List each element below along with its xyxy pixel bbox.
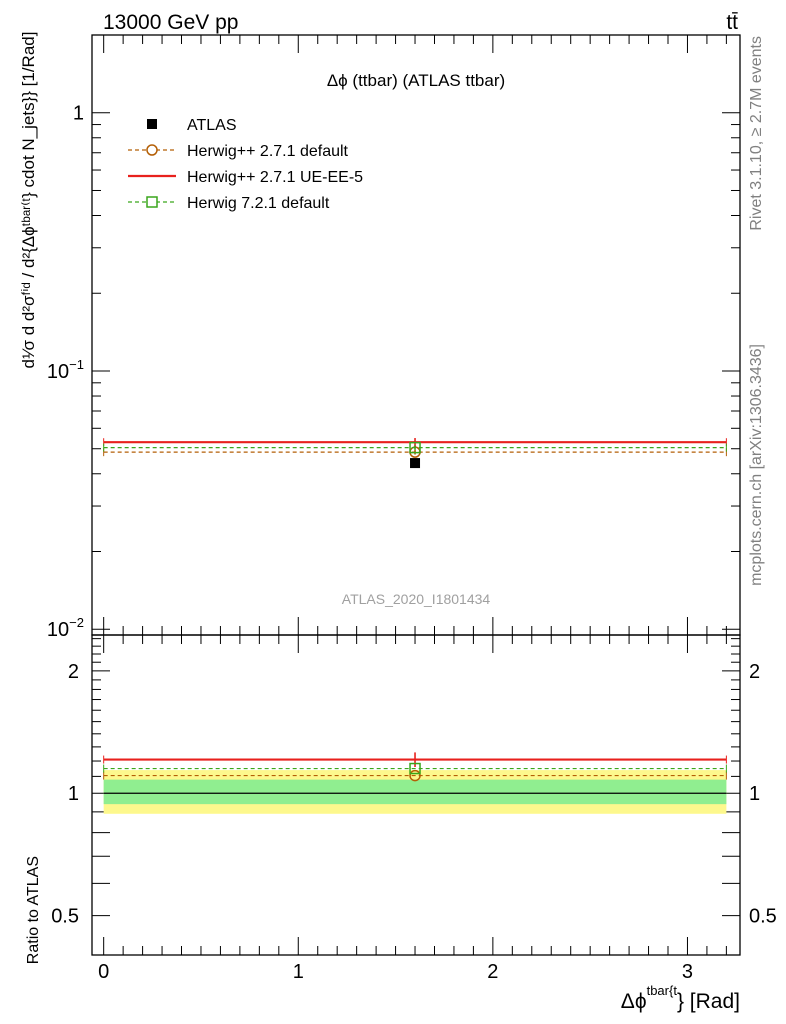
energy-label: 13000 GeV pp xyxy=(103,11,238,34)
ratio-y-tick-label-left: 0.5 xyxy=(51,906,79,928)
site-label: mcplots.cern.ch [arXiv:1306.3436] xyxy=(748,344,765,586)
x-tick-label: 0 xyxy=(98,961,109,983)
legend-label: Herwig 7.2.1 default xyxy=(187,195,330,212)
legend-marker-atlas xyxy=(147,119,157,129)
ratio-marker-circle xyxy=(409,769,421,782)
main-marker-atlas xyxy=(410,458,421,469)
ratio-y-tick-label-right: 2 xyxy=(749,661,760,683)
ratio-y-axis-title: Ratio to ATLAS xyxy=(25,856,42,964)
main-y-axis-title-text: d¹⁄σ d d²σᶠⁱᵈ / d²{Δϕᵗᵇᵃʳ⁽ᵗ} cdot N_jets… xyxy=(19,32,38,369)
uncertainty-bands xyxy=(103,770,727,814)
main-y-tick-label-exp: −2 xyxy=(69,615,84,630)
ratio-marker-square xyxy=(409,762,421,775)
main-y-tick-label-base: 1 xyxy=(73,103,84,125)
main-marker-square xyxy=(409,441,421,454)
main-y-tick-label-base: 10 xyxy=(47,361,69,383)
ratio-y-tick-label-right: 0.5 xyxy=(749,906,777,928)
series-layer xyxy=(103,438,727,782)
x-axis-title: Δϕtbar{t} [Rad] xyxy=(621,983,740,1013)
main-y-tick-label: 1 xyxy=(73,103,84,125)
ratio-y-tick-label-left: 2 xyxy=(68,661,79,683)
ratio-band-stat xyxy=(103,779,727,805)
tick-labels: 110−110−22 21 10.5 0.50 1 2 3 xyxy=(47,103,777,983)
legend-marker-square xyxy=(146,196,158,208)
main-y-tick-label-base: 10 xyxy=(47,619,69,641)
main-y-tick-label: 10−1 xyxy=(47,357,84,383)
x-tick-label: 3 xyxy=(682,961,693,983)
process-label: tt̄ xyxy=(726,11,738,34)
ratio-panel-frame xyxy=(91,634,741,956)
main-y-tick-label-exp: −1 xyxy=(69,357,84,372)
analysis-id: ATLAS_2020_I1801434 xyxy=(342,591,491,607)
legend-label: ATLAS xyxy=(187,117,237,134)
x-axis-title-sup: tbar{t xyxy=(647,983,678,998)
ratio-y-tick-label-right: 1 xyxy=(749,783,760,805)
legend-marker-circle xyxy=(146,144,158,156)
x-tick-label: 2 xyxy=(487,961,498,983)
legend: ATLAS Herwig++ 2.7.1 default Herwig++ 2.7.… xyxy=(128,117,363,212)
axis-ticks xyxy=(92,34,740,956)
plot-title: Δϕ (ttbar) (ATLAS ttbar) xyxy=(327,71,505,90)
legend-label: Herwig++ 2.7.1 UE-EE-5 xyxy=(187,169,363,186)
ratio-y-tick-label-left: 1 xyxy=(68,783,79,805)
x-tick-label: 1 xyxy=(293,961,304,983)
rivet-label: Rivet 3.1.10, ≥ 2.7M events xyxy=(748,36,765,231)
main-y-axis-title: d¹⁄σ d d²σᶠⁱᵈ / d²{Δϕᵗᵇᵃʳ⁽ᵗ} cdot N_jets… xyxy=(19,32,38,369)
x-axis-title-main: Δϕ xyxy=(621,990,647,1013)
main-y-tick-label: 10−2 xyxy=(47,615,84,641)
x-axis-title-tail: } [Rad] xyxy=(677,990,740,1013)
legend-label: Herwig++ 2.7.1 default xyxy=(187,143,349,160)
